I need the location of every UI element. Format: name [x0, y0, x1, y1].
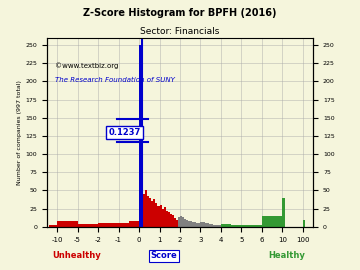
Bar [283, 198, 285, 227]
Bar [170, 214, 172, 227]
Bar [118, 223, 129, 227]
Bar [188, 221, 190, 227]
Bar [192, 222, 194, 227]
Bar [217, 225, 221, 227]
Bar [139, 45, 141, 227]
Bar [221, 224, 231, 227]
Bar [168, 212, 170, 227]
Bar [172, 215, 174, 227]
Bar [143, 194, 145, 227]
Bar [182, 217, 184, 227]
Bar [262, 216, 283, 227]
Bar [231, 225, 242, 227]
Bar [129, 221, 139, 227]
Bar [178, 217, 180, 227]
Bar [303, 220, 305, 227]
Bar [141, 183, 143, 227]
Text: 0.1237: 0.1237 [108, 128, 140, 137]
Bar [145, 190, 147, 227]
Bar [213, 225, 217, 227]
Bar [157, 207, 159, 227]
Bar [159, 205, 162, 227]
Bar [176, 220, 178, 227]
Text: ©www.textbiz.org: ©www.textbiz.org [55, 62, 118, 69]
Bar [194, 222, 197, 227]
Bar [77, 224, 98, 227]
Bar [242, 225, 252, 227]
Bar [204, 223, 209, 227]
Bar [153, 199, 156, 227]
Y-axis label: Number of companies (997 total): Number of companies (997 total) [17, 80, 22, 185]
Text: Unhealthy: Unhealthy [52, 251, 101, 260]
Bar [209, 224, 213, 227]
Text: Sector: Financials: Sector: Financials [140, 27, 220, 36]
Bar [197, 223, 198, 227]
Bar [180, 216, 182, 227]
Bar [149, 198, 151, 227]
Bar [184, 219, 186, 227]
Bar [201, 222, 204, 227]
Bar [49, 225, 57, 227]
Bar [163, 207, 166, 227]
Text: Healthy: Healthy [268, 251, 305, 260]
Bar [147, 196, 149, 227]
Text: Score: Score [150, 251, 177, 260]
Bar [174, 218, 176, 227]
Text: Z-Score Histogram for BPFH (2016): Z-Score Histogram for BPFH (2016) [83, 8, 277, 18]
Bar [57, 221, 77, 227]
Bar [186, 220, 188, 227]
Bar [98, 223, 118, 227]
Bar [198, 223, 201, 227]
Text: The Research Foundation of SUNY: The Research Foundation of SUNY [55, 77, 175, 83]
Bar [151, 201, 153, 227]
Bar [252, 225, 262, 227]
Bar [156, 203, 157, 227]
Bar [190, 221, 192, 227]
Bar [162, 209, 163, 227]
Bar [166, 211, 168, 227]
